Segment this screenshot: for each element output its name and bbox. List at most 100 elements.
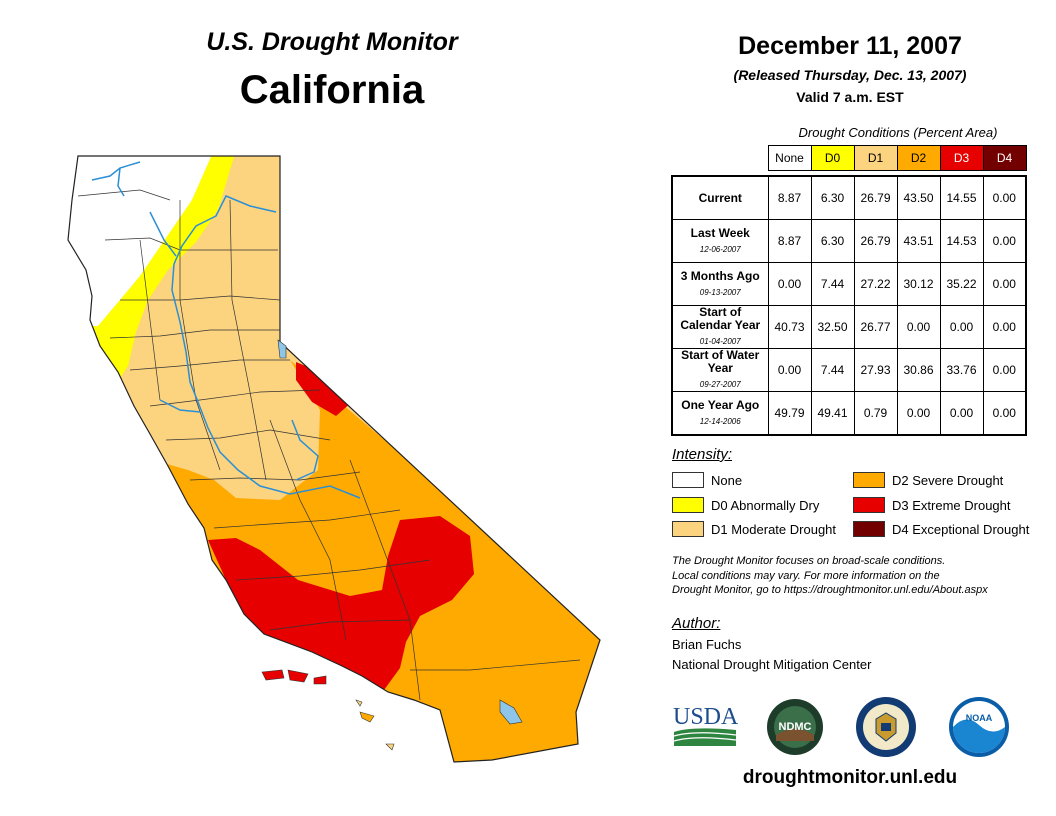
release-date: (Released Thursday, Dec. 13, 2007)	[733, 67, 967, 83]
cell-value: 0.00	[896, 391, 941, 436]
cell-value: 7.44	[810, 262, 855, 306]
row-date: 09-13-2007	[699, 287, 741, 297]
department-of-commerce-seal	[856, 697, 916, 757]
cell-value: 32.50	[810, 305, 855, 349]
region-title: California	[239, 68, 425, 112]
usda-logo-text: USDA	[673, 704, 738, 730]
cell-value: 26.79	[853, 219, 898, 263]
cell-value: 30.86	[896, 348, 941, 392]
cell-value: 6.30	[810, 219, 855, 263]
table-row: Last Week 12-06-2007 8.87 6.30 26.79 43.5…	[671, 219, 1027, 263]
row-date: 09-27-2007	[699, 380, 741, 389]
legend-label: D1 Moderate Drought	[711, 521, 837, 537]
header-d0: D0	[810, 145, 855, 171]
legend-swatch	[672, 472, 704, 488]
row-date: 01-04-2007	[699, 337, 741, 346]
website-url[interactable]: droughtmonitor.unl.edu	[742, 767, 958, 788]
d3-region-east	[296, 362, 352, 416]
ndmc-logo: NDMC	[767, 699, 823, 755]
cell-value: 40.73	[767, 305, 812, 349]
legend-item-d2: D2 Severe Drought	[853, 471, 1003, 489]
cell-value: 0.00	[982, 219, 1027, 263]
cell-value: 0.00	[896, 305, 941, 349]
header-d3: D3	[939, 145, 984, 171]
table-row: Current 8.87 6.30 26.79 43.50 14.55 0.00	[671, 175, 1027, 220]
row-label: One Year Ago 12-14-2006	[671, 391, 769, 436]
row-label: Start of Calendar Year 01-04-2007	[671, 305, 769, 349]
noaa-logo-text: NOAA	[966, 713, 993, 723]
cell-value: 7.44	[810, 348, 855, 392]
legend-label: D0 Abnormally Dry	[711, 497, 820, 513]
cell-value: 0.00	[982, 305, 1027, 349]
d3-region-south	[208, 516, 474, 690]
cell-value: 35.22	[939, 262, 984, 306]
note-line: Drought Monitor, go to https://droughtmo…	[672, 584, 988, 596]
cell-value: 0.00	[982, 348, 1027, 392]
author-heading: Author:	[672, 615, 721, 632]
cell-value: 0.00	[982, 175, 1027, 220]
cell-value: 0.79	[853, 391, 898, 436]
legend-label: D3 Extreme Drought	[892, 497, 1011, 513]
legend-swatch	[853, 472, 885, 488]
cell-value: 43.51	[896, 219, 941, 263]
header-d2: D2	[896, 145, 941, 171]
author-organization: National Drought Mitigation Center	[672, 657, 872, 672]
cell-value: 27.93	[853, 348, 898, 392]
table-row: Start of Calendar Year 01-04-2007 40.73 3…	[671, 305, 1027, 349]
cell-value: 27.22	[853, 262, 898, 306]
table-corner	[672, 146, 768, 171]
legend-swatch	[672, 521, 704, 537]
header-none: None	[767, 145, 812, 171]
rivers	[91, 161, 361, 499]
legend-swatch	[853, 497, 885, 513]
cell-value: 8.87	[767, 175, 812, 220]
row-label: 3 Months Ago 09-13-2007	[671, 262, 769, 306]
legend-item-d0: D0 Abnormally Dry	[672, 496, 819, 514]
cell-value: 0.00	[767, 262, 812, 306]
monitor-title: U.S. Drought Monitor	[206, 28, 458, 56]
lakes	[277, 339, 523, 725]
legend-item-d4: D4 Exceptional Drought	[853, 520, 1029, 538]
note-line: Local conditions may vary. For more info…	[672, 569, 940, 582]
cell-value: 26.79	[853, 175, 898, 220]
cell-value: 33.76	[939, 348, 984, 392]
drought-conditions-table: None D0 D1 D2 D3 D4 Current 8.87 6.30 26…	[671, 145, 1027, 436]
noaa-logo: NOAA	[949, 697, 1009, 757]
table-row: Start of Water Year 09-27-2007 0.00 7.44 …	[671, 348, 1027, 392]
header-d1: D1	[853, 145, 898, 171]
row-label: Current	[671, 175, 769, 220]
cell-value: 0.00	[982, 262, 1027, 306]
legend-swatch	[853, 521, 885, 537]
row-date: 12-06-2007	[699, 244, 741, 254]
d0-region	[80, 156, 236, 384]
valid-time: Valid 7 a.m. EST	[796, 89, 904, 105]
author-name: Brian Fuchs	[672, 637, 742, 652]
cell-value: 0.00	[767, 348, 812, 392]
ndmc-logo-text: NDMC	[779, 721, 812, 733]
cell-value: 49.41	[810, 391, 855, 436]
header-d4: D4	[982, 145, 1027, 171]
cell-value: 14.55	[939, 175, 984, 220]
legend-item-none: None	[672, 471, 742, 489]
cell-value: 0.00	[939, 305, 984, 349]
cell-value: 14.53	[939, 219, 984, 263]
cell-value: 8.87	[767, 219, 812, 263]
legend-item-d3: D3 Extreme Drought	[853, 496, 1011, 514]
legend-title: Intensity:	[672, 446, 733, 463]
table-caption: Drought Conditions (Percent Area)	[798, 125, 998, 140]
monitor-note: The Drought Monitor focuses on broad-sca…	[672, 554, 1047, 598]
channel-islands	[261, 669, 395, 751]
cell-value: 30.12	[896, 262, 941, 306]
cell-value: 43.50	[896, 175, 941, 220]
california-drought-map	[67, 155, 601, 763]
legend-swatch	[672, 497, 704, 513]
legend-label: D4 Exceptional Drought	[892, 521, 1030, 537]
row-label: Start of Water Year 09-27-2007	[671, 348, 769, 392]
note-line: The Drought Monitor focuses on broad-sca…	[672, 555, 946, 567]
none-region	[68, 156, 214, 330]
cell-value: 49.79	[767, 391, 812, 436]
cell-value: 6.30	[810, 175, 855, 220]
cell-value: 0.00	[939, 391, 984, 436]
table-row: 3 Months Ago 09-13-2007 0.00 7.44 27.22 3…	[671, 262, 1027, 306]
map-date: December 11, 2007	[738, 32, 962, 60]
